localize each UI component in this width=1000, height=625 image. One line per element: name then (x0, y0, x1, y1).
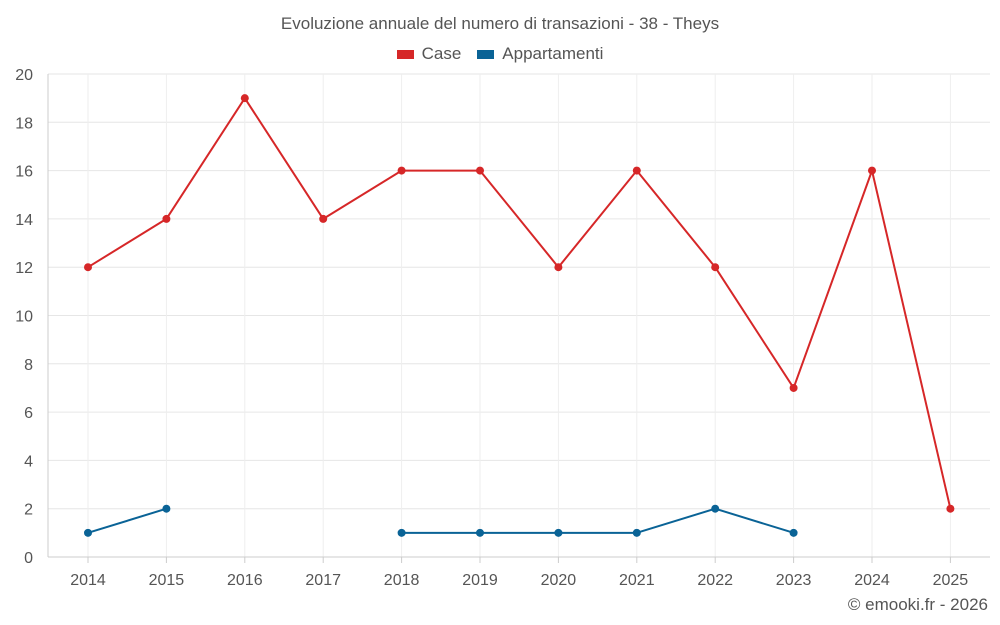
series-line-case-0 (87, 97, 952, 509)
data-point-case-2024 (868, 166, 876, 175)
x-tick-label-2020: 2020 (541, 572, 577, 589)
x-tick-label-2017: 2017 (305, 572, 341, 589)
x-tick-label-2019: 2019 (462, 572, 498, 589)
data-point-appartamenti-2018 (397, 528, 406, 537)
x-tick-label-2025: 2025 (933, 572, 969, 589)
legend-item-appartamenti[interactable]: Appartamenti (477, 44, 603, 64)
y-tick-label-20: 20 (15, 67, 33, 84)
y-tick-label-6: 6 (24, 405, 33, 422)
credit-text: © emooki.fr - 2026 (847, 595, 988, 614)
data-point-case-2021 (632, 166, 641, 175)
chart-legend: Case Appartamenti (0, 44, 1000, 64)
data-point-case-2019 (476, 166, 484, 175)
y-tick-label-14: 14 (15, 212, 33, 229)
y-tick-label-16: 16 (15, 164, 33, 181)
y-tick-label-18: 18 (15, 115, 33, 132)
data-point-case-2017 (319, 214, 328, 223)
x-tick-label-2014: 2014 (70, 572, 106, 589)
data-point-case-2025 (946, 504, 955, 513)
x-tick-label-2021: 2021 (619, 572, 655, 589)
y-tick-label-2: 2 (24, 502, 33, 519)
data-point-case-2023 (789, 383, 798, 392)
legend-swatch-appartamenti (477, 49, 495, 59)
data-point-case-2014 (84, 263, 92, 272)
y-tick-label-8: 8 (24, 357, 33, 374)
y-tick-label-10: 10 (15, 309, 33, 326)
x-tick-label-2024: 2024 (854, 572, 890, 589)
data-point-appartamenti-2023 (789, 528, 798, 537)
x-tick-label-2015: 2015 (149, 572, 185, 589)
data-point-case-2022 (711, 263, 720, 272)
data-point-appartamenti-2019 (476, 528, 484, 537)
x-tick-label-2022: 2022 (697, 572, 733, 589)
chart-title: Evoluzione annuale del numero di transaz… (280, 14, 720, 33)
legend-label-case: Case (421, 44, 462, 63)
y-tick-label-0: 0 (24, 550, 33, 567)
data-point-case-2016 (240, 94, 249, 103)
series-line-appartamenti-1 (401, 507, 794, 534)
x-tick-label-2018: 2018 (384, 572, 420, 589)
legend-item-case[interactable]: Case (396, 44, 462, 64)
x-tick-label-2016: 2016 (227, 572, 263, 589)
data-point-appartamenti-2022 (711, 504, 720, 513)
y-tick-label-12: 12 (15, 260, 33, 277)
legend-label-appartamenti: Appartamenti (502, 44, 604, 63)
data-point-appartamenti-2014 (84, 528, 92, 537)
data-point-appartamenti-2015 (162, 504, 171, 513)
data-point-case-2020 (554, 263, 563, 272)
data-point-case-2015 (162, 214, 171, 223)
x-tick-label-2023: 2023 (776, 572, 812, 589)
legend-swatch-case (396, 49, 414, 59)
data-point-case-2018 (397, 166, 406, 175)
series-line-appartamenti-0 (87, 507, 167, 534)
data-point-appartamenti-2020 (554, 528, 563, 537)
data-point-appartamenti-2021 (632, 528, 641, 537)
y-tick-label-4: 4 (24, 453, 33, 470)
